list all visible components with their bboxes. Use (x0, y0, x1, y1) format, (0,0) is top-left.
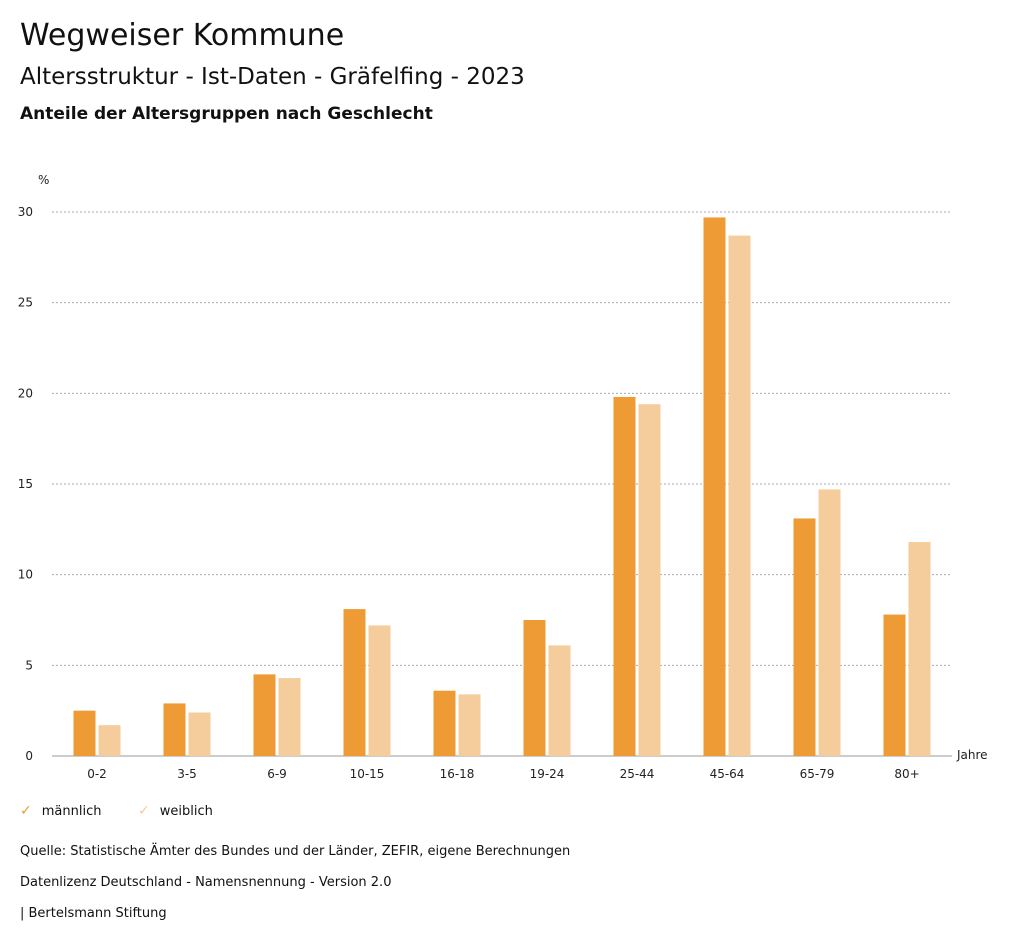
y-tick-label: 20 (18, 386, 33, 400)
x-tick-label: 6-9 (267, 767, 287, 781)
x-tick-label: 65-79 (800, 767, 835, 781)
page-subtitle: Altersstruktur - Ist-Daten - Gräfelfing … (20, 64, 525, 90)
y-tick-label: 30 (18, 205, 33, 219)
bar-weiblich-6-9[interactable] (278, 678, 301, 756)
bar-maennlich-0-2[interactable] (73, 710, 96, 756)
legend-item-male[interactable]: ✓ männlich (20, 803, 101, 819)
bar-maennlich-65-79[interactable] (793, 518, 816, 756)
bar-maennlich-16-18[interactable] (433, 690, 456, 756)
bar-weiblich-10-15[interactable] (368, 625, 391, 756)
bar-weiblich-3-5[interactable] (188, 712, 211, 756)
legend-item-female[interactable]: ✓ weiblich (138, 803, 213, 819)
y-tick-label: 0 (25, 749, 33, 763)
bar-weiblich-45-64[interactable] (728, 235, 751, 756)
bar-weiblich-16-18[interactable] (458, 694, 481, 756)
x-tick-label: 3-5 (177, 767, 197, 781)
bar-weiblich-80+[interactable] (908, 542, 931, 756)
x-tick-label: 45-64 (710, 767, 745, 781)
x-tick-label: 25-44 (620, 767, 655, 781)
page-title: Wegweiser Kommune (20, 18, 345, 53)
bar-weiblich-25-44[interactable] (638, 404, 661, 756)
brand-note: | Bertelsmann Stiftung (20, 906, 167, 921)
legend-label: männlich (41, 803, 102, 819)
x-axis-label: Jahre (956, 748, 988, 762)
check-icon: ✓ (138, 803, 150, 819)
bar-weiblich-19-24[interactable] (548, 645, 571, 756)
bar-maennlich-10-15[interactable] (343, 609, 366, 756)
bar-weiblich-0-2[interactable] (98, 725, 121, 756)
bar-maennlich-19-24[interactable] (523, 620, 546, 756)
bar-maennlich-80+[interactable] (883, 614, 906, 756)
bar-maennlich-45-64[interactable] (703, 217, 726, 756)
license-note: Datenlizenz Deutschland - Namensnennung … (20, 875, 392, 890)
x-tick-label: 10-15 (350, 767, 385, 781)
source-note: Quelle: Statistische Ämter des Bundes un… (20, 844, 571, 859)
y-tick-label: 10 (18, 568, 33, 582)
y-tick-label: 15 (18, 477, 33, 491)
chart-title: Anteile der Altersgruppen nach Geschlech… (20, 104, 433, 124)
bar-maennlich-25-44[interactable] (613, 396, 636, 756)
y-tick-label: 25 (18, 296, 33, 310)
bar-maennlich-6-9[interactable] (253, 674, 276, 756)
bar-chart: % 0 5 10 15 20 25 30 Jahre 0-2 3-5 6-9 10-15 16-18 19-… (18, 173, 988, 781)
bar-weiblich-65-79[interactable] (818, 489, 841, 756)
x-tick-label: 19-24 (530, 767, 565, 781)
x-tick-label: 80+ (894, 767, 919, 781)
legend-label: weiblich (159, 803, 213, 819)
y-tick-label: 5 (25, 658, 33, 672)
x-tick-label: 0-2 (87, 767, 107, 781)
bar-maennlich-3-5[interactable] (163, 703, 186, 756)
y-axis-label: % (38, 173, 49, 187)
x-tick-label: 16-18 (440, 767, 475, 781)
check-icon: ✓ (20, 803, 32, 819)
